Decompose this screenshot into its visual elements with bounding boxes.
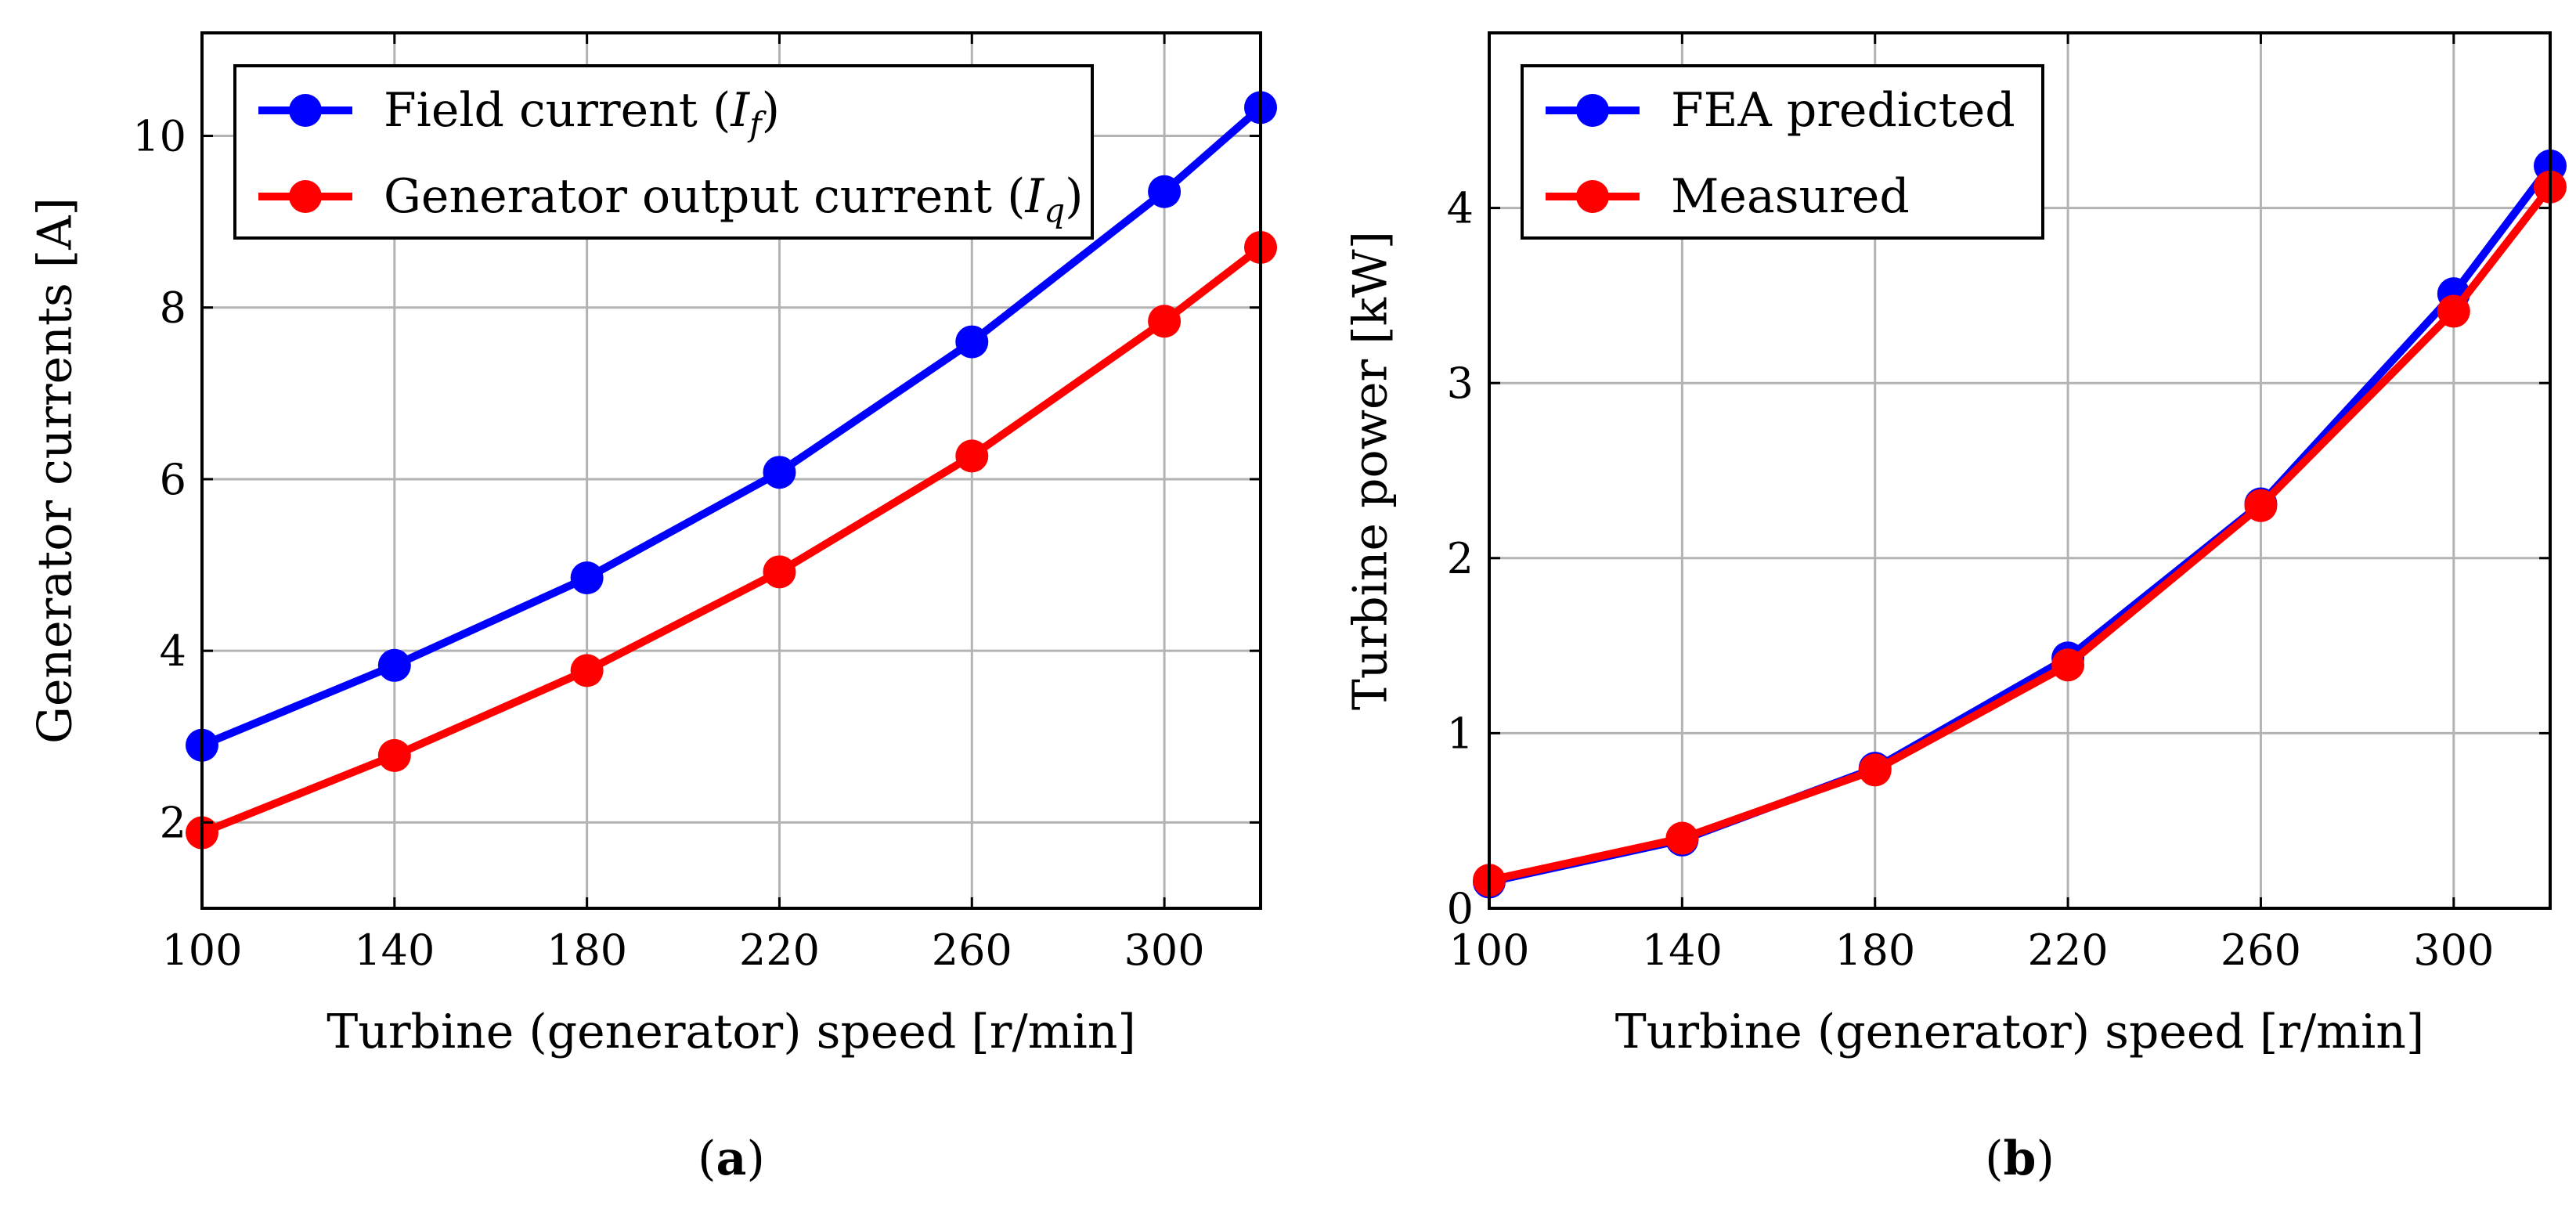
panel-b-legend: FEA predicted Measured — [1521, 64, 2044, 240]
panel-a-series-red-line — [200, 244, 1264, 837]
panel-b-y-axis-label: Turbine power [kW] — [1344, 231, 1398, 710]
panel-a-series-blue-point — [955, 325, 989, 359]
panel-b-x-tick-label: 300 — [2413, 926, 2494, 975]
panel-a-series-red-point — [763, 555, 796, 589]
panel-b-series-red-point — [2244, 489, 2278, 522]
panel-a-x-tick-label: 100 — [161, 926, 242, 975]
panel-a-x-tick-label: 260 — [932, 926, 1012, 975]
panel-a-legend-box — [233, 64, 1094, 240]
panel-b-series-red-point — [1858, 753, 1892, 787]
panel-a-x-tick-label: 300 — [1124, 926, 1205, 975]
panel-a-series-blue-point — [570, 561, 604, 595]
panel-b-x-tick-label: 100 — [1449, 926, 1529, 975]
panel-b-caption: (b) — [1985, 1131, 2055, 1186]
panel-b-series-red-point — [2051, 648, 2085, 682]
panel-b-legend-entry-blue-marker — [1576, 94, 1609, 127]
panel-b-y-tick-label: 0 — [1447, 884, 1474, 933]
panel-a-series-red-point — [1148, 305, 1182, 338]
panel-b-legend-entry-blue-label-text: FEA predicted — [1671, 83, 2015, 138]
panel-a-legend-entry-red-label-suffix: ) — [1065, 169, 1083, 224]
panel-a-legend-entry-blue-marker — [289, 94, 322, 127]
panel-a-legend-entry-blue-label-text: Field current ( — [384, 83, 731, 138]
panel-b-x-tick-label: 140 — [1642, 926, 1723, 975]
panel-b-plot-frame — [1488, 31, 2552, 910]
panel-a-y-tick-label: 4 — [160, 626, 186, 676]
panel-a-legend-entry-blue-label-symbol: I — [730, 83, 750, 138]
panel-b-series-blue-line — [1488, 163, 2553, 886]
panel-a-plot-frame — [200, 31, 1262, 910]
panel-b-legend-entry-blue-label: FEA predicted — [1671, 83, 2015, 138]
panel-b-x-tick-label: 260 — [2221, 926, 2301, 975]
panel-a-caption-letter: a — [716, 1131, 747, 1186]
panel-b-x-tick-label: 180 — [1835, 926, 1915, 975]
panel-b-y-tick-label: 2 — [1447, 534, 1474, 583]
panel-a-legend-entry-red-label-symbol: I — [1025, 169, 1045, 224]
panel-a-series-blue-point — [1148, 175, 1182, 208]
panel-a-legend-entry-blue-label-suffix: ) — [762, 83, 780, 138]
panel-a-y-tick-label: 6 — [160, 455, 186, 504]
panel-b-turbine-power: 100 140 180 220 260 300 0 1 2 3 4 Turbine (generat… — [1344, 31, 2567, 1186]
panel-a-x-tick-label: 220 — [739, 926, 820, 975]
panel-b-series-red-point — [1665, 821, 1699, 855]
panel-b-legend-entry-red-marker — [1576, 180, 1609, 213]
panel-b-series-red-point — [2437, 294, 2470, 328]
panel-b-ticks: 100 140 180 220 260 300 0 1 2 3 4 — [1447, 33, 2550, 975]
panel-a-legend-entry-blue-label: Field current (If) — [384, 83, 780, 143]
panel-b-caption-letter: b — [2004, 1131, 2037, 1186]
panel-a-legend-entry-red-label-subscript: q — [1044, 191, 1065, 229]
panel-b-legend-entry-red-label: Measured — [1671, 169, 1910, 224]
panel-a-ticks: 100 140 180 220 260 300 2 4 6 8 10 — [132, 33, 1261, 975]
panel-a-generator-currents: 100 140 180 220 260 300 2 4 6 8 10 Turbine (genera… — [28, 31, 1277, 1186]
panel-a-series-red-point — [955, 439, 989, 473]
panel-b-y-tick-label: 4 — [1447, 184, 1474, 233]
panel-a-y-tick-label: 2 — [160, 798, 186, 847]
panel-b-legend-entry-red-label-text: Measured — [1671, 169, 1910, 224]
panel-a-series-red-point — [570, 654, 604, 687]
panel-a-x-tick-label: 180 — [547, 926, 627, 975]
panel-a-legend: Field current (If) Generator output curre… — [233, 64, 1094, 240]
panel-b-series — [1473, 149, 2567, 899]
panel-a-legend-entry-red-marker — [289, 180, 322, 213]
panel-a-series-red-point — [377, 738, 411, 772]
panel-a-legend-entry-red-label: Generator output current (Iq) — [384, 169, 1084, 229]
panel-a-x-axis-label: Turbine (generator) speed [r/min] — [327, 1005, 1136, 1059]
panel-a-y-tick-label: 8 — [160, 283, 186, 333]
panel-b-series-red-line — [1488, 184, 2553, 885]
panel-a-y-tick-label: 10 — [132, 112, 186, 161]
panel-b-legend-box — [1521, 64, 2044, 240]
panel-a-legend-entry-red-label-text: Generator output current ( — [384, 169, 1026, 224]
panel-b-y-tick-label: 1 — [1447, 709, 1474, 758]
panel-a-caption: (a) — [698, 1131, 765, 1186]
panel-a-series-blue-point — [377, 648, 411, 682]
panel-a-series-blue-point — [763, 456, 796, 489]
panel-b-x-tick-label: 220 — [2028, 926, 2109, 975]
panel-a-x-tick-label: 140 — [354, 926, 435, 975]
panel-a-y-axis-label: Generator currents [A] — [28, 197, 83, 744]
panel-a-series — [186, 91, 1277, 850]
panel-b-y-tick-label: 3 — [1447, 359, 1474, 408]
panel-b-x-axis-label: Turbine (generator) speed [r/min] — [1615, 1005, 2425, 1059]
